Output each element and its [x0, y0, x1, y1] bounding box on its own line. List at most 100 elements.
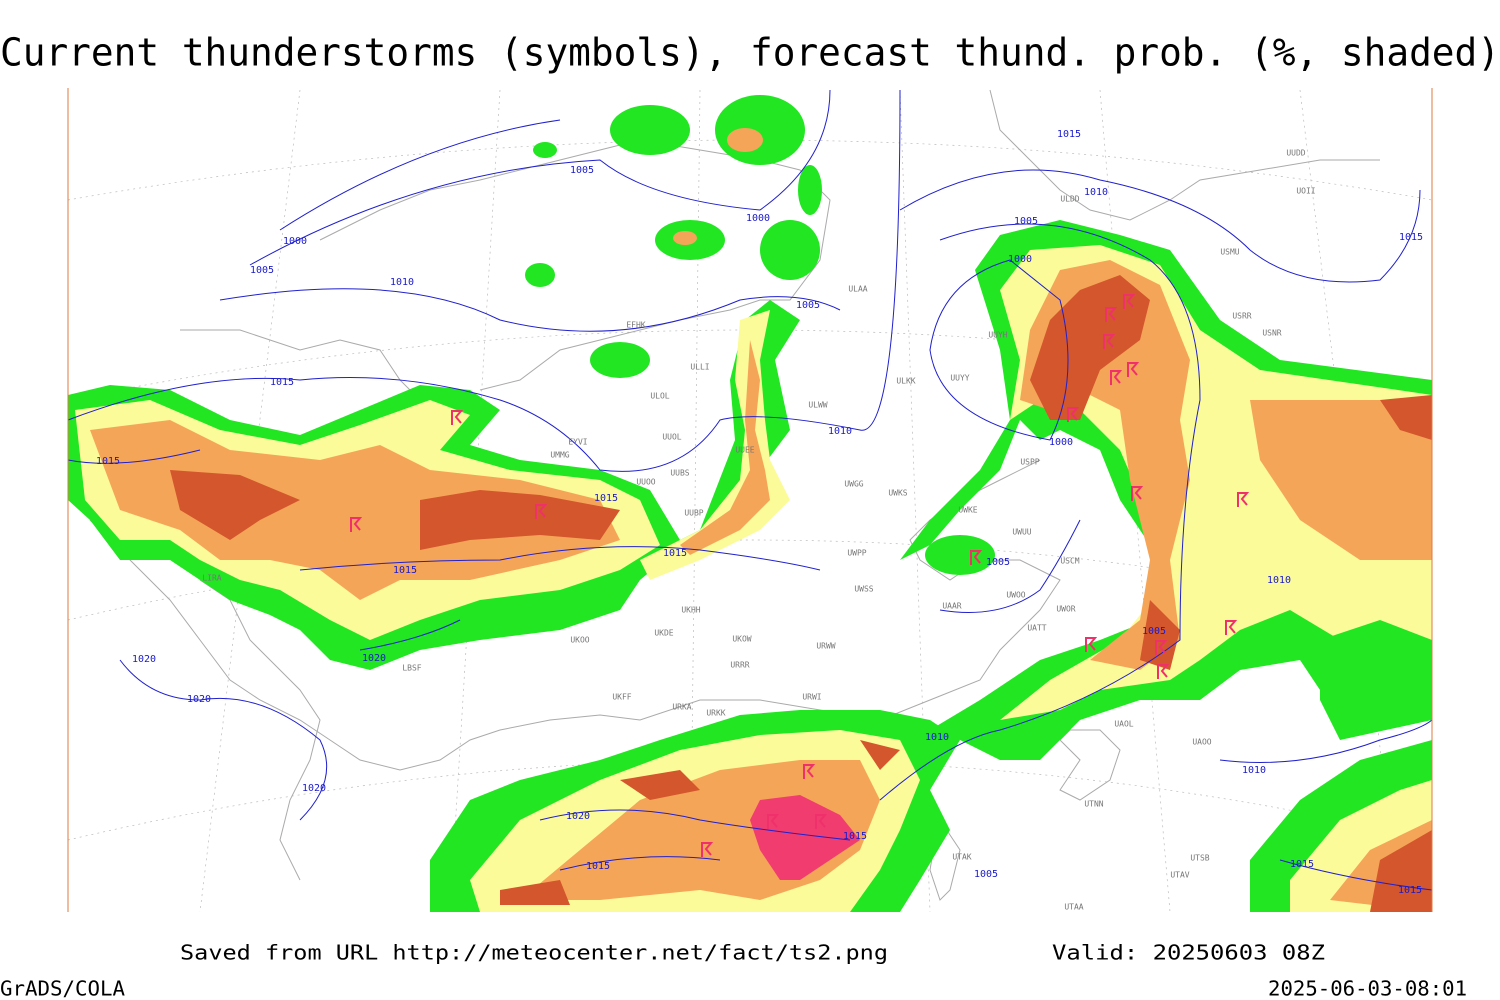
station-label: ULKK — [896, 377, 915, 386]
station-label: UWUU — [1012, 528, 1031, 537]
station-label: URKA — [672, 703, 691, 712]
coastlines — [89, 89, 1380, 901]
isobar-label: 1010 — [1084, 187, 1108, 198]
station-label: URWW — [816, 642, 835, 651]
isobar-label: 1015 — [663, 548, 687, 559]
isobar-label: 1015 — [1057, 129, 1081, 140]
station-label: ULWW — [808, 401, 827, 410]
station-label: URKK — [706, 709, 725, 718]
isobar-label: 1010 — [390, 277, 414, 288]
station-label: EFHK — [626, 321, 645, 330]
station-label: UAOO — [1192, 738, 1211, 747]
station-label: UMMG — [550, 451, 569, 460]
station-label: ULOL — [650, 392, 669, 401]
thunderstorm-symbol — [1131, 486, 1144, 501]
timestamp: 2025-06-03-08:01 — [1268, 977, 1467, 1000]
thunderstorm-symbol — [1123, 294, 1136, 309]
isobar-label: 1005 — [1014, 216, 1038, 227]
isobar-label: 1010 — [828, 426, 852, 437]
isobar-label: 1000 — [1049, 437, 1073, 448]
isobar-label: 1020 — [132, 654, 156, 665]
station-label: UTAA — [1064, 903, 1083, 912]
station-label: UTNN — [1084, 800, 1103, 809]
thunderstorm-symbols — [350, 294, 1250, 857]
isobar-label: 1015 — [1399, 232, 1423, 243]
isobar-label: 1010 — [925, 732, 949, 743]
isobar-label: 1015 — [393, 565, 417, 576]
station-label: UTAV — [1170, 871, 1189, 880]
station-label: UUDD — [1286, 149, 1305, 158]
station-label: ULDD — [1060, 195, 1079, 204]
isobar-label: 1005 — [986, 557, 1010, 568]
thunderstorm-symbol — [1157, 664, 1170, 679]
isobar-label: 1020 — [566, 811, 590, 822]
station-label: UKOW — [732, 635, 751, 644]
thunderstorm-symbol — [1103, 334, 1116, 349]
isobars — [67, 89, 1433, 891]
station-label: UTSB — [1190, 854, 1209, 863]
station-label: UAOL — [1114, 720, 1133, 729]
station-labels: ULAA EFHK ULLI ULOL ULKK UUYY UUYH ULWW UUOL UMMG… — [202, 149, 1315, 912]
thunderstorm-symbol — [970, 550, 983, 565]
isobar-label: 1000 — [283, 236, 307, 247]
station-label: UKOO — [570, 636, 589, 645]
station-label: UAAR — [942, 602, 961, 611]
station-label: USMU — [1220, 248, 1239, 257]
thunderstorm-symbol — [350, 517, 363, 532]
station-label: UTAK — [952, 853, 971, 862]
isobar-label: 1015 — [96, 456, 120, 467]
isobar-label: 1020 — [302, 783, 326, 794]
station-label: UWOR — [1056, 605, 1075, 614]
station-label: UUEE — [735, 446, 754, 455]
software: GrADS/COLA — [0, 977, 125, 1000]
station-label: USCM — [1060, 557, 1079, 566]
station-label: USNR — [1262, 329, 1281, 338]
station-label: UUYH — [988, 331, 1007, 340]
isobar-label: 1015 — [1398, 885, 1422, 896]
isobar-label: 1005 — [974, 869, 998, 880]
isobar-labels: 1005 1015 1010 1005 1000 1000 1005 1010 1005 1015… — [96, 129, 1423, 896]
station-label: USRR — [1232, 312, 1251, 321]
station-label: UUOO — [636, 478, 655, 487]
isobar-label: 1010 — [1242, 765, 1266, 776]
station-label: USPP — [1020, 458, 1039, 467]
station-label: UWPP — [847, 549, 866, 558]
map-area: 1005 1015 1010 1005 1000 1000 1005 1010 1005 1015… — [67, 88, 1433, 913]
probability-shading — [68, 95, 1432, 912]
thunderstorm-symbol — [1155, 640, 1168, 655]
isobar-label: 1015 — [594, 493, 618, 504]
isobar-label: 1005 — [570, 165, 594, 176]
isobar-label: 1010 — [1267, 575, 1291, 586]
station-label: UUOL — [662, 433, 681, 442]
station-label: LIRA — [202, 574, 221, 583]
isobar-label: 1020 — [187, 694, 211, 705]
thunderstorm-symbol — [1127, 362, 1140, 377]
thunderstorm-symbol — [535, 504, 548, 519]
station-label: UKFF — [612, 693, 631, 702]
isobar-label: 1005 — [1142, 626, 1166, 637]
station-label: URRR — [730, 661, 749, 670]
isobar-label: 1015 — [843, 831, 867, 842]
source-url: Saved from URL http://meteocenter.net/fa… — [180, 941, 888, 965]
isobar-label: 1005 — [250, 265, 274, 276]
isobar-label: 1015 — [586, 861, 610, 872]
station-label: UUBS — [670, 469, 689, 478]
station-label: UWSS — [854, 585, 873, 594]
station-label: UUBP — [684, 509, 703, 518]
station-label: URWI — [802, 693, 821, 702]
thunderstorm-symbol — [701, 842, 714, 857]
thunderstorm-symbol — [767, 814, 780, 829]
station-label: ULLI — [690, 363, 709, 372]
station-label: UATT — [1027, 624, 1046, 633]
station-label: UWKE — [958, 506, 977, 515]
isobar-label: 1015 — [270, 377, 294, 388]
station-label: UUYY — [950, 374, 969, 383]
station-label: UWKS — [888, 489, 907, 498]
station-label: LBSF — [402, 664, 421, 673]
title: Current thunderstorms (symbols), forecas… — [0, 31, 1500, 75]
thunderstorm-symbol — [1110, 370, 1123, 385]
station-label: EYVI — [568, 438, 587, 447]
